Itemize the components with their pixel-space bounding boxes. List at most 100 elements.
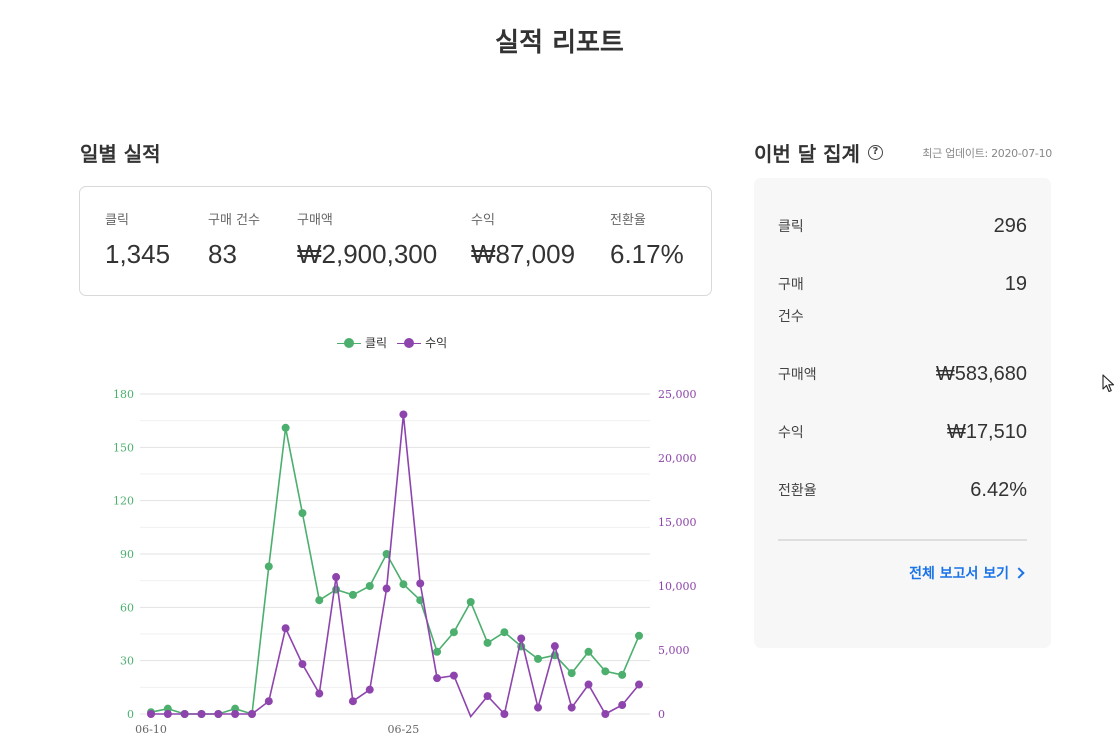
data-point-revenue (315, 689, 324, 698)
x-tick-label: 06-25 (388, 723, 420, 736)
y-right-tick-label: 10,000 (658, 580, 697, 593)
data-point-revenue (584, 680, 593, 689)
y-right-tick-label: 25,000 (658, 388, 697, 401)
stat-value: ₩87,009 (471, 239, 576, 269)
stat-revenue: 수익 ₩87,009 (471, 209, 575, 270)
data-point-revenue (264, 697, 273, 706)
stat-value: 6.17% (610, 239, 684, 269)
summary-label: 전환율 (778, 483, 817, 499)
series-line-revenue (151, 414, 640, 719)
y-left-tick-label: 60 (120, 601, 134, 614)
data-point-revenue (197, 710, 206, 718)
stat-purchases: 구매 건수 83 (208, 209, 260, 270)
y-left-tick-label: 150 (113, 441, 134, 454)
summary-row-purchases: 구매 건수 19 (778, 269, 1027, 333)
last-updated-note: 최근 업데이트: 2020-07-10 (922, 147, 1052, 160)
stat-label: 구매 건수 (208, 213, 260, 228)
data-point-revenue (567, 703, 576, 712)
data-point-revenue (332, 573, 341, 582)
data-point-revenue (483, 692, 492, 701)
data-point-clicks (365, 582, 374, 590)
summary-label: 구매 건수 (778, 277, 804, 325)
data-point-clicks (449, 628, 458, 637)
data-point-revenue (231, 710, 240, 718)
legend-item-clicks[interactable]: 클릭 (337, 334, 387, 351)
data-point-revenue (534, 703, 543, 712)
data-point-clicks (567, 669, 576, 678)
y-right-tick-label: 15,000 (658, 516, 697, 529)
monthly-summary-panel: 클릭 296 구매 건수 19 구매액 ₩583,680 수익 ₩17,510 … (754, 178, 1051, 648)
daily-stats-card: 클릭 1,345 구매 건수 83 구매액 ₩2,900,300 수익 ₩87,… (79, 186, 712, 296)
y-left-tick-label: 30 (120, 655, 134, 668)
full-report-link[interactable]: 전체 보고서 보기 (909, 563, 1025, 583)
summary-label: 수익 (778, 425, 804, 441)
stat-value: 83 (208, 239, 237, 269)
y-left-tick-label: 180 (113, 388, 134, 401)
y-right-tick-label: 20,000 (658, 452, 697, 465)
summary-row-clicks: 클릭 296 (778, 211, 1027, 245)
legend-label: 수익 (425, 336, 448, 350)
y-right-tick-label: 5,000 (658, 644, 690, 657)
x-tick-label: 06-10 (135, 723, 167, 736)
summary-row-purchase-amount: 구매액 ₩583,680 (778, 359, 1027, 393)
data-point-revenue (281, 624, 290, 633)
monthly-section-title: 이번 달 집계 (754, 142, 860, 166)
stat-label: 구매액 (297, 213, 333, 228)
y-left-tick-label: 0 (127, 708, 134, 721)
daily-section-title: 일별 실적 (80, 142, 161, 166)
chevron-right-icon (1013, 567, 1025, 579)
data-point-clicks (500, 628, 509, 637)
data-point-revenue (433, 674, 442, 683)
summary-row-conversion: 전환율 6.42% (778, 475, 1027, 509)
data-point-revenue (500, 710, 509, 718)
data-point-revenue (550, 642, 559, 651)
daily-performance-chart: 0 30 60 90 120 150 180 0 5,000 10,000 15,000 20,000… (113, 388, 697, 736)
stat-label: 전환율 (610, 213, 646, 228)
data-point-clicks (635, 631, 643, 640)
page-title: 실적 리포트 (495, 28, 624, 58)
data-point-revenue (247, 710, 256, 718)
data-point-clicks (382, 550, 391, 558)
legend-swatch-revenue (397, 336, 422, 350)
data-point-revenue (635, 680, 643, 689)
legend-label: 클릭 (365, 336, 388, 350)
data-point-clicks (264, 562, 273, 571)
summary-value: 296 (993, 215, 1027, 237)
data-point-revenue (163, 710, 172, 718)
data-point-revenue (214, 710, 223, 718)
full-report-link-label: 전체 보고서 보기 (909, 566, 1009, 582)
data-point-clicks (584, 647, 593, 656)
data-point-clicks (399, 580, 408, 589)
data-point-revenue (298, 660, 307, 669)
data-point-clicks (483, 638, 492, 647)
data-point-clicks (618, 670, 627, 679)
data-point-clicks (298, 509, 307, 518)
data-point-clicks (315, 596, 324, 605)
y-left-tick-label: 120 (113, 495, 134, 508)
data-point-revenue (517, 634, 526, 643)
mouse-cursor-icon (1102, 374, 1115, 393)
series-line-clicks (150, 427, 640, 716)
data-point-revenue (449, 671, 458, 680)
data-point-revenue (416, 579, 425, 588)
data-point-revenue (348, 697, 357, 706)
data-point-revenue (147, 710, 155, 718)
summary-value: ₩17,510 (946, 421, 1027, 443)
stat-value: 1,345 (105, 239, 171, 269)
data-point-clicks (433, 647, 442, 656)
summary-value: 19 (1004, 273, 1027, 295)
stat-clicks: 클릭 1,345 (105, 209, 170, 270)
stat-label: 수익 (471, 213, 495, 228)
summary-value: ₩583,680 (935, 363, 1027, 385)
data-point-clicks (466, 598, 475, 606)
summary-value: 6.42% (970, 479, 1027, 501)
stat-conversion: 전환율 6.17% (610, 209, 684, 270)
legend-item-revenue[interactable]: 수익 (397, 334, 447, 351)
summary-label: 구매액 (778, 367, 817, 383)
data-point-revenue (399, 410, 408, 419)
stat-purchase-amount: 구매액 ₩2,900,300 (297, 209, 437, 270)
summary-divider (778, 539, 1027, 541)
summary-label: 클릭 (778, 219, 804, 235)
question-circle-icon[interactable]: ? (867, 145, 883, 160)
monthly-section-header: 이번 달 집계 ? (754, 138, 883, 167)
